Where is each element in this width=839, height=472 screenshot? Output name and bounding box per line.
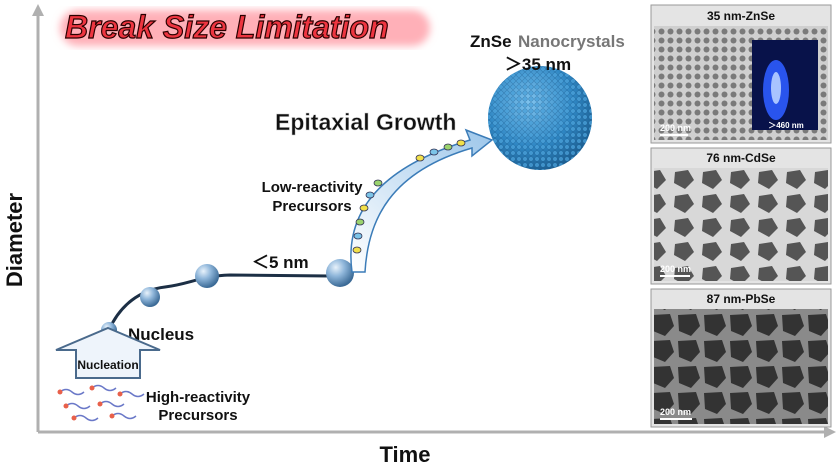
small-size: ＜5 nm [252, 253, 309, 272]
precursor-molecules [59, 384, 145, 422]
low-precursors: Low-reactivity [262, 179, 364, 196]
nanocrystal-surface [488, 66, 592, 170]
product-kind: Nanocrystals [518, 32, 625, 51]
scale-label: 200 nm [660, 407, 691, 417]
sphere [326, 259, 354, 287]
nucleation-label: Nucleation [77, 358, 138, 372]
sphere [195, 264, 219, 288]
tem-panel: 35 nm-ZnSe 200 nm ＞460 nm [650, 4, 832, 144]
product-material: ZnSe [470, 32, 512, 51]
tem-panel: 76 nm-CdSe 200 nm [650, 147, 832, 285]
shell-particles [352, 139, 466, 254]
scale-label: 200 nm [660, 123, 691, 133]
title: Break Size Limitation [65, 9, 389, 45]
title-glow [60, 10, 430, 46]
growth-label: Epitaxial Growth [275, 109, 456, 135]
precursor-heads [57, 385, 123, 421]
high-precursors: Precursors [158, 407, 237, 424]
x-arrow [824, 426, 836, 438]
tem-panel: 87 nm-PbSe 200 nm [650, 288, 832, 428]
scale-label: 200 nm [660, 264, 691, 274]
high-precursors: High-reactivity [146, 389, 251, 406]
panel-title: 35 nm-ZnSe [707, 9, 775, 23]
nucleus-label: Nucleus [128, 325, 194, 344]
y-label: Diameter [2, 192, 27, 287]
x-label: Time [380, 442, 431, 467]
product-size: ＞35 nm [505, 55, 571, 74]
y-arrow [32, 4, 44, 16]
panel-title: 76 nm-CdSe [706, 151, 776, 165]
growth-arrow [350, 128, 494, 273]
panel-title: 87 nm-PbSe [707, 292, 776, 306]
low-precursors: Precursors [272, 198, 351, 215]
emission-label: ＞460 nm [768, 121, 804, 130]
sphere [140, 287, 160, 307]
nucleation-arrow [55, 326, 161, 379]
